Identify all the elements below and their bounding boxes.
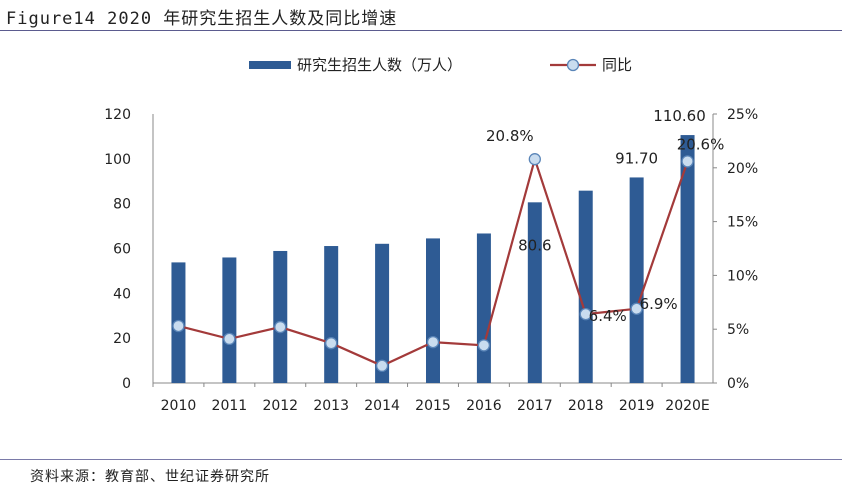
line-point [172,319,185,333]
bar [222,257,237,383]
x-tick-label: 2012 [262,398,298,414]
right-tick-label: 15% [727,215,758,231]
line-point [274,320,287,334]
left-tick-label: 80 [113,197,131,213]
line-point [630,302,643,315]
line-point [426,335,440,349]
bar [375,243,390,383]
right-tick-label: 0% [727,376,749,392]
x-tick-label: 2014 [364,398,400,414]
data-label: 110.60 [653,107,706,125]
left-tick-label: 100 [104,152,131,168]
bar [273,250,288,383]
left-tick-label: 20 [113,331,131,347]
line-point [579,307,592,321]
legend-bar-swatch [249,61,291,69]
bar [324,246,339,383]
chart-axes: 0 20 40 60 80 100 120 0% 5% 10% 15% 20% 25% 2010 2011 2… [104,107,758,414]
data-label: 6.9% [640,295,678,313]
legend-line-label: 同比 [602,56,632,74]
data-label: 80.6 [518,236,551,254]
combo-chart: 研究生招生人数（万人） 同比 0 20 40 60 80 100 120 0% 5% 10% 15% 2… [104,56,758,414]
legend-line-marker [566,58,580,72]
right-tick-label: 5% [727,322,749,338]
left-tick-label: 120 [104,107,131,123]
x-tick-label: 2017 [517,398,553,414]
line-point [375,359,389,372]
bar [578,190,593,383]
data-label: 6.4% [589,307,627,325]
bar [629,177,644,383]
title-rule [0,30,842,31]
line-point [223,332,236,346]
right-tick-label: 25% [727,107,758,123]
data-label: 91.70 [615,149,658,167]
bar [527,202,542,383]
x-tick-label: 2010 [161,398,197,414]
left-tick-label: 40 [113,286,131,302]
bar [426,238,440,383]
line-point [477,339,491,352]
data-labels: 80.6 91.70 110.60 20.8% 6.4% 6.9% 20.6% [486,107,724,325]
source-rule [0,459,842,460]
source-note: 资料来源：教育部、世纪证券研究所 [30,469,270,485]
x-tick-label: 2019 [619,398,655,414]
data-label: 20.6% [677,135,725,153]
bar [476,233,491,383]
line-point [325,337,338,350]
line-series [172,153,694,372]
line-point [528,153,541,166]
legend-bar-label: 研究生招生人数（万人） [297,56,462,74]
left-tick-label: 60 [113,242,131,258]
figure-title: Figure14 2020 年研究生招生人数及同比增速 [6,9,398,29]
x-tick-label: 2020E [665,398,709,414]
line-point [681,155,694,168]
x-tick-label: 2011 [212,398,248,414]
x-tick-label: 2015 [415,398,451,414]
x-tick-label: 2018 [568,398,604,414]
right-tick-label: 20% [727,161,758,177]
bar [680,135,695,383]
left-tick-label: 0 [122,376,131,392]
right-tick-label: 10% [727,268,758,284]
bar-series [171,135,695,383]
x-tick-label: 2013 [313,398,349,414]
x-tick-label: 2016 [466,398,502,414]
chart-legend: 研究生招生人数（万人） 同比 [249,56,632,74]
data-label: 20.8% [486,127,534,145]
